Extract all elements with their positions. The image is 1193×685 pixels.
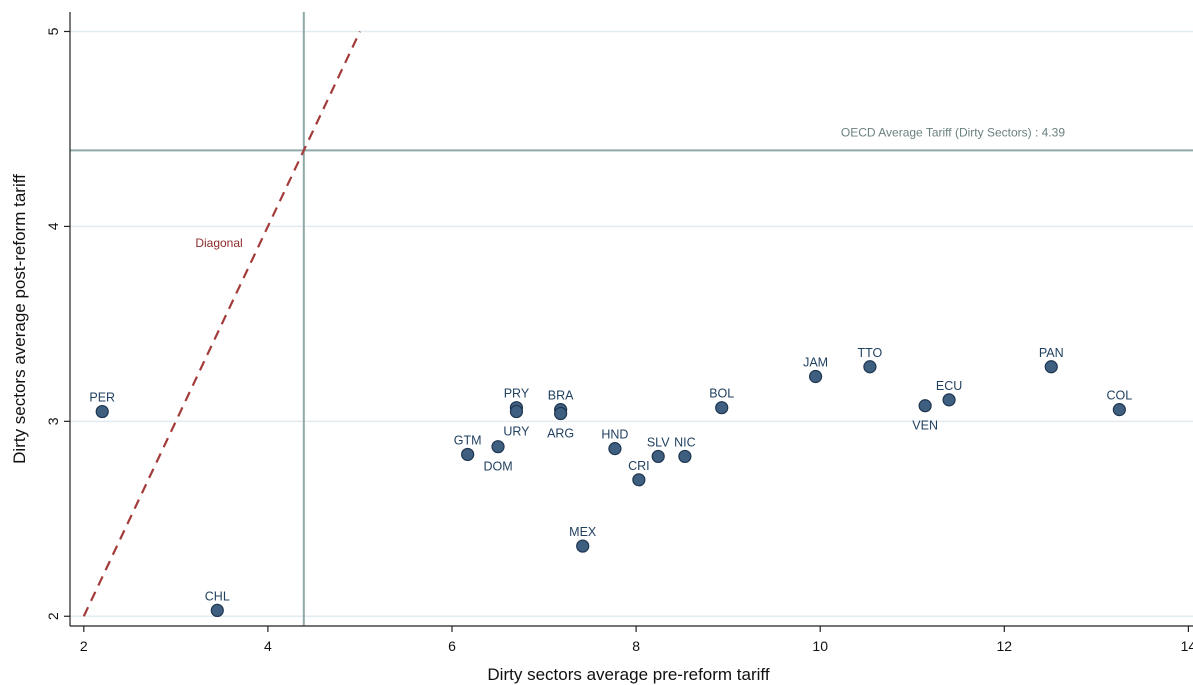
data-point-pan [1044, 360, 1058, 374]
data-point-arg [554, 406, 568, 421]
x-tick-label: 6 [448, 638, 456, 654]
data-point-ven [918, 399, 932, 413]
x-tick-label: 8 [632, 638, 640, 654]
diagonal-label: Diagonal [195, 236, 242, 250]
oecd-average-label: OECD Average Tariff (Dirty Sectors) : 4.… [841, 125, 1065, 139]
y-axis-ticks: 2 3 4 5 [45, 27, 70, 620]
data-point-col [1112, 403, 1126, 417]
point-label-dom: DOM [483, 460, 512, 474]
data-point-tto [863, 360, 877, 374]
point-label-col: COL [1107, 389, 1133, 403]
data-point-per [95, 404, 109, 419]
x-tick-label: 4 [264, 638, 272, 654]
point-label-ecu: ECU [936, 379, 962, 393]
x-tick-label: 10 [812, 638, 828, 654]
x-axis-ticks: 2 4 6 8 10 12 14 [80, 626, 1193, 654]
data-point-mex [576, 539, 590, 553]
point-label-ven: VEN [912, 419, 938, 433]
point-label-hnd: HND [601, 428, 628, 442]
data-point-hnd [608, 442, 622, 456]
point-label-arg: ARG [547, 427, 574, 441]
data-point-dom [491, 440, 505, 454]
point-label-bra: BRA [548, 389, 574, 403]
data-point-chl [210, 603, 224, 618]
point-label-tto: TTO [858, 346, 883, 360]
gridlines [70, 30, 1193, 618]
point-label-gtm: GTM [454, 433, 482, 447]
data-point-nic [678, 449, 692, 464]
x-tick-label: 12 [997, 638, 1013, 654]
reference-lines: OECD Average Tariff (Dirty Sectors) : 4.… [70, 12, 1193, 626]
data-point-ury [509, 404, 524, 419]
point-label-ury: URY [503, 425, 530, 439]
data-point-jam [808, 369, 823, 384]
point-label-chl: CHL [205, 589, 230, 603]
y-axis-title: Dirty sectors average post-reform tariff [10, 174, 29, 464]
point-label-bol: BOL [709, 387, 734, 401]
x-tick-label: 14 [1181, 638, 1193, 654]
y-tick-label: 5 [45, 27, 61, 35]
data-point-gtm [461, 447, 475, 462]
diagonal-line [82, 31, 361, 617]
y-tick-label: 3 [45, 417, 61, 425]
axes [69, 12, 1193, 627]
x-axis-title: Dirty sectors average pre-reform tariff [487, 665, 769, 684]
y-tick-label: 2 [45, 612, 61, 620]
point-label-cri: CRI [628, 459, 650, 473]
data-point-bol [715, 401, 729, 415]
point-label-per: PER [89, 391, 115, 405]
y-tick-label: 4 [45, 222, 61, 230]
point-label-nic: NIC [674, 435, 696, 449]
x-tick-label: 2 [80, 638, 88, 654]
point-label-pry: PRY [504, 387, 530, 401]
data-point-cri [632, 473, 646, 487]
data-point-slv [651, 449, 665, 464]
point-label-jam: JAM [803, 356, 828, 370]
point-label-mex: MEX [569, 525, 597, 539]
point-label-slv: SLV [647, 435, 670, 449]
data-point-ecu [942, 393, 956, 407]
point-label-pan: PAN [1039, 346, 1064, 360]
